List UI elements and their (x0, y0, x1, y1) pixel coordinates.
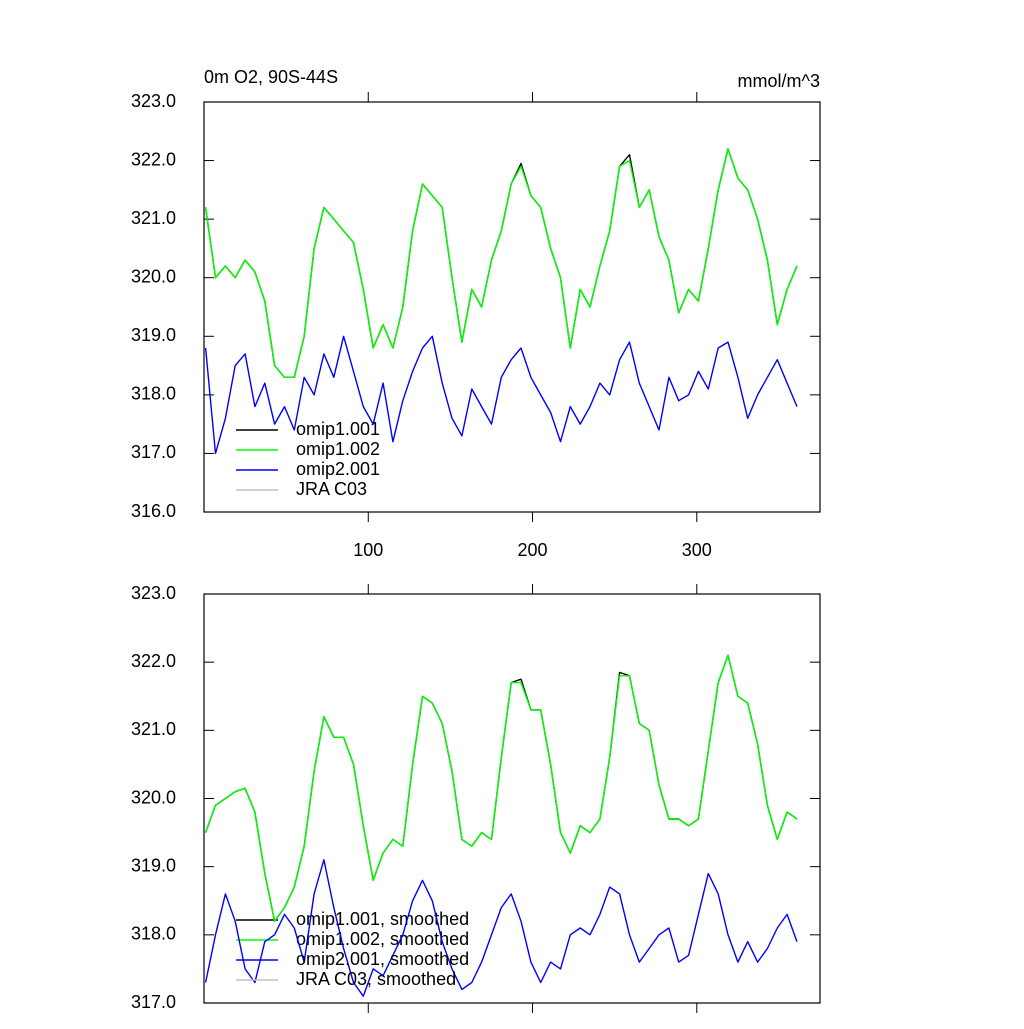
x-tick-label: 100 (353, 540, 383, 560)
legend-label: omip1.002, smoothed (296, 929, 469, 949)
y-tick-label: 318.0 (131, 924, 176, 944)
y-tick-label: 321.0 (131, 208, 176, 228)
units-label: mmol/m^3 (738, 71, 820, 91)
legend-label: omip1.002 (296, 439, 380, 459)
series-line (204, 859, 798, 997)
legend-label: omip2.001, smoothed (296, 949, 469, 969)
y-tick-label: 317.0 (131, 442, 176, 462)
y-tick-label: 320.0 (131, 266, 176, 286)
legend-label: omip2.001 (296, 459, 380, 479)
series-line (204, 148, 798, 378)
y-tick-label: 323.0 (131, 583, 176, 603)
plot-frame (203, 101, 821, 513)
y-tick-label: 322.0 (131, 651, 176, 671)
legend-label: JRA C03, smoothed (296, 969, 456, 989)
y-tick-label: 318.0 (131, 384, 176, 404)
x-tick-label: 200 (518, 540, 548, 560)
y-tick-label: 320.0 (131, 787, 176, 807)
y-tick-label: 319.0 (131, 325, 176, 345)
legend-label: omip1.001, smoothed (296, 909, 469, 929)
legend-label: JRA C03 (296, 479, 367, 499)
y-tick-label: 319.0 (131, 855, 176, 875)
y-tick-label: 321.0 (131, 719, 176, 739)
series-line (204, 335, 798, 455)
series-line (204, 654, 798, 922)
y-tick-label: 317.0 (131, 992, 176, 1012)
chart-title: 0m O2, 90S-44S (204, 67, 338, 87)
y-tick-label: 316.0 (131, 501, 176, 521)
legend-label: omip1.001 (296, 419, 380, 439)
y-tick-label: 323.0 (131, 91, 176, 111)
x-tick-label: 300 (682, 540, 712, 560)
y-tick-label: 322.0 (131, 149, 176, 169)
